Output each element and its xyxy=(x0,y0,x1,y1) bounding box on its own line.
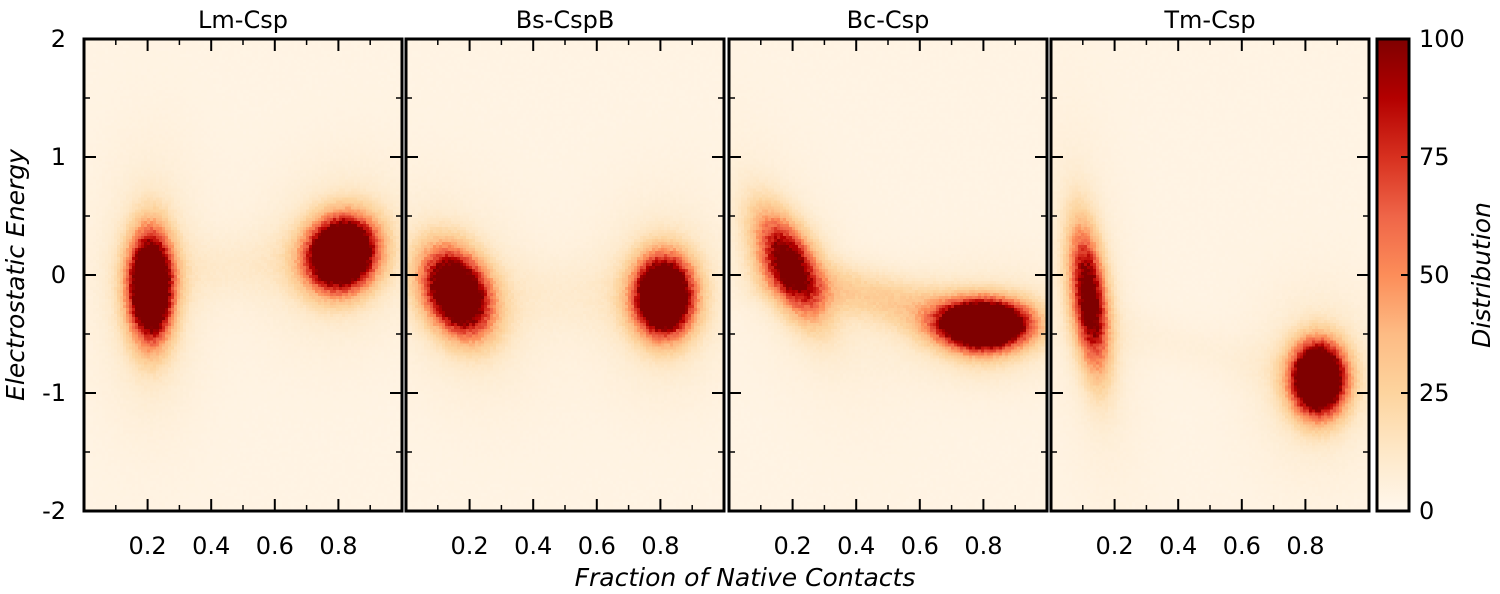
heatmap-panel: Bc-Csp 0.2 0.4 0.6 0.8 xyxy=(729,6,1047,560)
x-tick-label: 0.2 xyxy=(451,532,489,560)
colorbar-tick-label: 75 xyxy=(1419,143,1450,171)
heatmap-panel: Tm-Csp 0.2 0.4 0.6 0.8 xyxy=(1051,6,1369,560)
colorbar-tick-label: 100 xyxy=(1419,25,1465,53)
heatmap-panel: Bs-CspB 0.2 0.4 0.6 0.8 xyxy=(406,6,724,560)
colorbar-tick-label: 0 xyxy=(1419,497,1434,525)
y-axis-label: Electrostatic Energy xyxy=(1,148,30,401)
x-axis-label: Fraction of Native Contacts xyxy=(575,563,916,589)
x-tick-label: 0.6 xyxy=(256,532,294,560)
panel-title: Bc-Csp xyxy=(847,6,930,34)
y-tick-label: -2 xyxy=(42,497,66,525)
panel-title: Bs-CspB xyxy=(516,6,615,34)
heatmap-cells xyxy=(84,39,402,511)
colorbar-tick-label: 50 xyxy=(1419,261,1450,289)
x-tick-label: 0.8 xyxy=(319,532,357,560)
heatmap-panel: Lm-Csp 0.2 0.4 0.6 0.8 -2 -1 0 1 2 xyxy=(42,6,402,560)
x-tick-label: 0.2 xyxy=(129,532,167,560)
y-tick-label: 0 xyxy=(51,261,66,289)
x-tick-label: 0.8 xyxy=(641,532,679,560)
heatmap-cells xyxy=(1051,39,1369,511)
x-tick-label: 0.6 xyxy=(901,532,939,560)
x-tick-label: 0.6 xyxy=(578,532,616,560)
heatmap-cells xyxy=(406,39,724,511)
x-tick-label: 0.4 xyxy=(192,532,230,560)
colorbar-tick-label: 25 xyxy=(1419,379,1450,407)
x-tick-label: 0.8 xyxy=(964,532,1002,560)
y-tick-label: 1 xyxy=(51,143,66,171)
panel-title: Lm-Csp xyxy=(198,6,288,34)
y-tick-label: 2 xyxy=(51,25,66,53)
panel-title: Tm-Csp xyxy=(1163,6,1255,34)
x-tick-label: 0.8 xyxy=(1286,532,1324,560)
x-tick-label: 0.2 xyxy=(1096,532,1134,560)
colorbar-label: Distribution xyxy=(1467,202,1496,348)
x-tick-label: 0.6 xyxy=(1223,532,1261,560)
x-tick-label: 0.2 xyxy=(774,532,812,560)
x-tick-label: 0.4 xyxy=(1159,532,1197,560)
heatmap-cells xyxy=(729,39,1047,511)
y-tick-label: -1 xyxy=(42,379,66,407)
x-tick-label: 0.4 xyxy=(837,532,875,560)
x-tick-label: 0.4 xyxy=(514,532,552,560)
